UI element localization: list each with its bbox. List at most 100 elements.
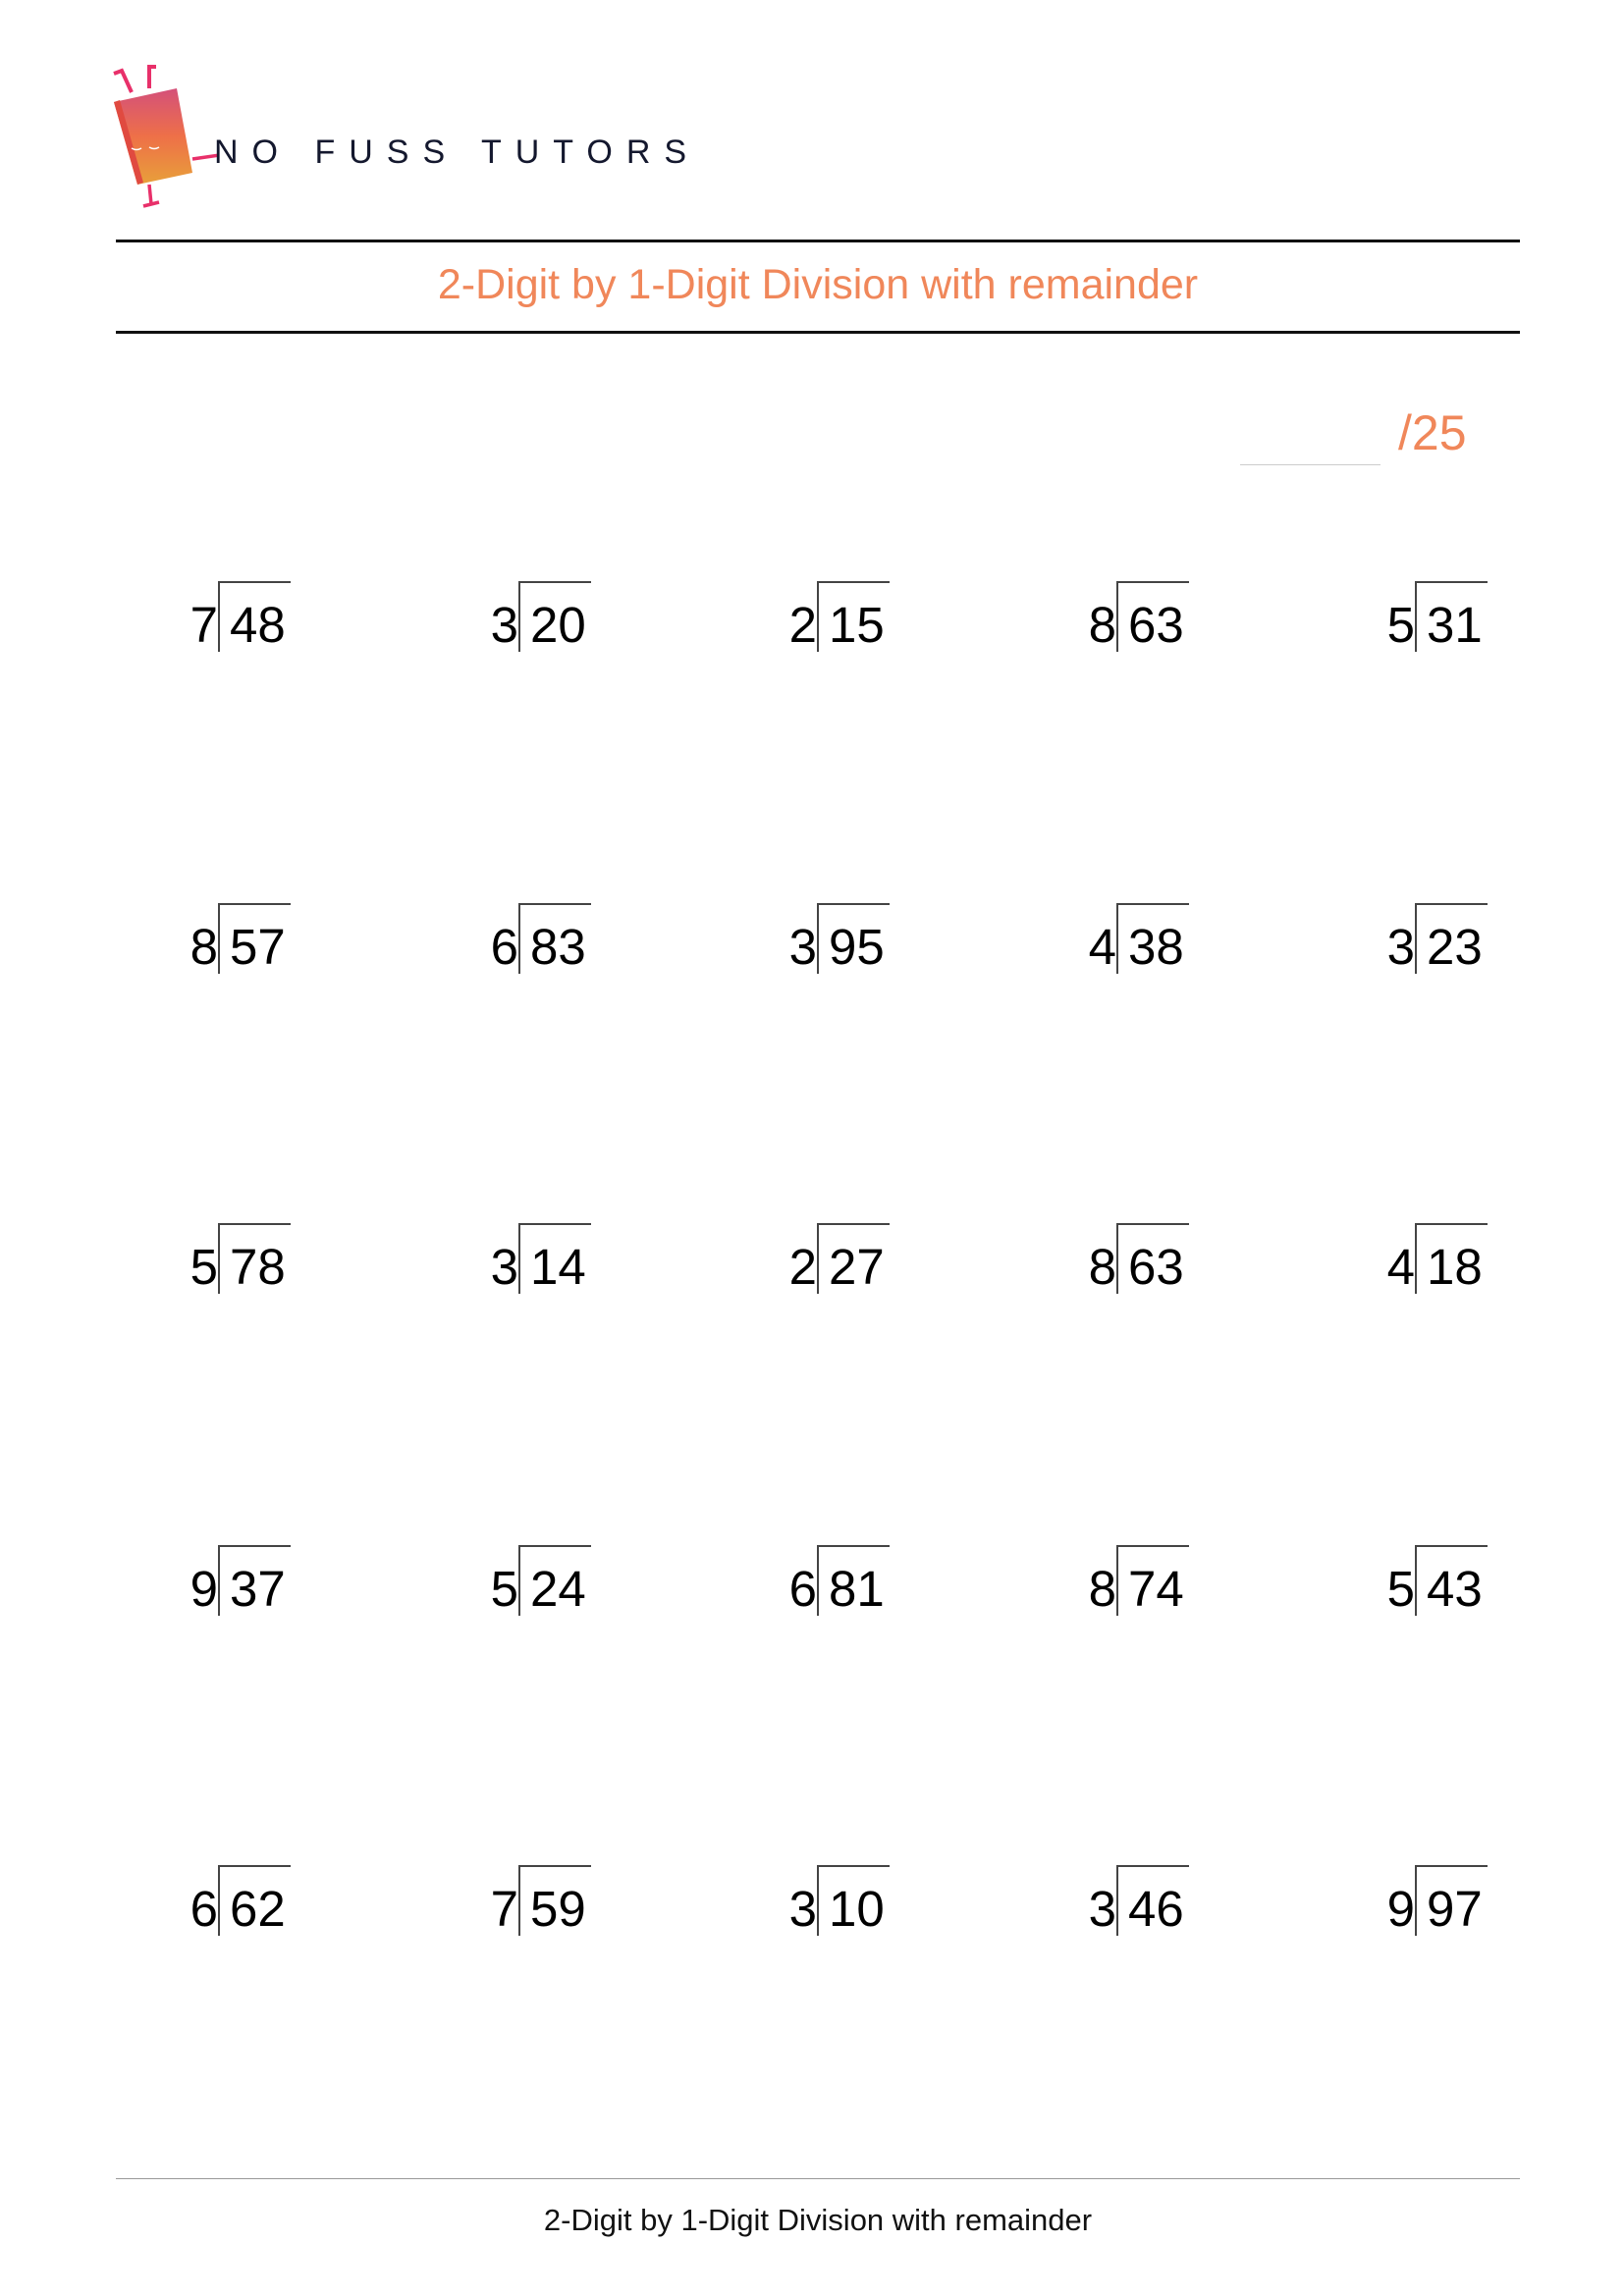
divisor: 2 [788,1239,817,1295]
divisor: 8 [1088,1561,1116,1617]
long-division-bracket [1116,903,1189,974]
footer-text: 2-Digit by 1-Digit Division with remaind… [543,2203,1093,2237]
logo-mascot-icon [113,65,218,208]
dividend: 23 [1427,919,1483,975]
dividend: 43 [1427,1561,1483,1617]
dividend: 46 [1128,1881,1184,1937]
division-problem: 3 10 [748,1865,945,1944]
long-division-bracket [817,1545,890,1616]
division-problem: 5 43 [1346,1545,1543,1624]
dividend: 37 [230,1561,286,1617]
long-division-bracket [218,1865,291,1936]
division-problem: 6 81 [748,1545,945,1624]
dividend: 20 [530,597,586,653]
division-problem: 3 95 [748,903,945,982]
divisor: 8 [1088,597,1116,653]
division-problem: 3 23 [1346,903,1543,982]
dividend: 63 [1128,597,1184,653]
long-division-bracket [1415,581,1488,652]
divisor: 2 [788,597,817,653]
division-problem: 5 78 [149,1223,346,1302]
long-division-bracket [518,1865,591,1936]
divisor: 8 [189,919,218,975]
divisor: 3 [1088,1881,1116,1937]
divisor: 9 [1386,1881,1415,1937]
long-division-bracket [817,903,890,974]
score-total: /25 [1398,405,1467,460]
divisor: 3 [788,919,817,975]
division-problem: 6 83 [450,903,646,982]
long-division-bracket [1116,1865,1189,1936]
score-input-line[interactable] [1240,464,1380,465]
long-division-bracket [1415,1865,1488,1936]
long-division-bracket [1415,1545,1488,1616]
divisor: 7 [189,597,218,653]
dividend: 95 [829,919,885,975]
divisor: 8 [1088,1239,1116,1295]
dividend: 81 [829,1561,885,1617]
dividend: 14 [530,1239,586,1295]
division-problem: 5 24 [450,1545,646,1624]
long-division-bracket [518,1223,591,1294]
division-problem: 9 37 [149,1545,346,1624]
divisor: 5 [1386,1561,1415,1617]
division-problem: 4 18 [1346,1223,1543,1302]
long-division-bracket [1116,1545,1189,1616]
dividend: 48 [230,597,286,653]
long-division-bracket [218,581,291,652]
divisor: 5 [1386,597,1415,653]
footer-divider [116,2178,1520,2179]
division-problem: 4 38 [1048,903,1244,982]
dividend: 10 [829,1881,885,1937]
dividend: 62 [230,1881,286,1937]
long-division-bracket [518,1545,591,1616]
division-problem: 2 15 [748,581,945,660]
dividend: 18 [1427,1239,1483,1295]
divisor: 6 [788,1561,817,1617]
dividend: 74 [1128,1561,1184,1617]
division-problem: 8 63 [1048,1223,1244,1302]
long-division-bracket [1116,581,1189,652]
divisor: 3 [490,597,518,653]
long-division-bracket [218,903,291,974]
division-problem: 8 57 [149,903,346,982]
divisor: 6 [490,919,518,975]
division-problem: 6 62 [149,1865,346,1944]
division-problem: 2 27 [748,1223,945,1302]
long-division-bracket [518,581,591,652]
long-division-bracket [1415,903,1488,974]
long-division-bracket [218,1545,291,1616]
division-problem: 8 63 [1048,581,1244,660]
long-division-bracket [817,1223,890,1294]
divisor: 3 [788,1881,817,1937]
divisor: 5 [189,1239,218,1295]
header-top-divider [116,240,1520,242]
divisor: 6 [189,1881,218,1937]
dividend: 31 [1427,597,1483,653]
brand-name: NO FUSS TUTORS [214,133,701,171]
dividend: 78 [230,1239,286,1295]
dividend: 15 [829,597,885,653]
division-problem: 9 97 [1346,1865,1543,1944]
dividend: 97 [1427,1881,1483,1937]
division-problem: 7 48 [149,581,346,660]
divisor: 3 [1386,919,1415,975]
long-division-bracket [817,581,890,652]
dividend: 59 [530,1881,586,1937]
long-division-bracket [817,1865,890,1936]
divisor: 9 [189,1561,218,1617]
divisor: 5 [490,1561,518,1617]
worksheet-title: 2-Digit by 1-Digit Division with remaind… [437,261,1199,308]
header-bottom-divider [116,331,1520,334]
division-problem: 3 46 [1048,1865,1244,1944]
dividend: 57 [230,919,286,975]
divisor: 4 [1386,1239,1415,1295]
long-division-bracket [518,903,591,974]
divisor: 3 [490,1239,518,1295]
division-problem: 5 31 [1346,581,1543,660]
dividend: 83 [530,919,586,975]
divisor: 4 [1088,919,1116,975]
long-division-bracket [218,1223,291,1294]
dividend: 38 [1128,919,1184,975]
long-division-bracket [1116,1223,1189,1294]
